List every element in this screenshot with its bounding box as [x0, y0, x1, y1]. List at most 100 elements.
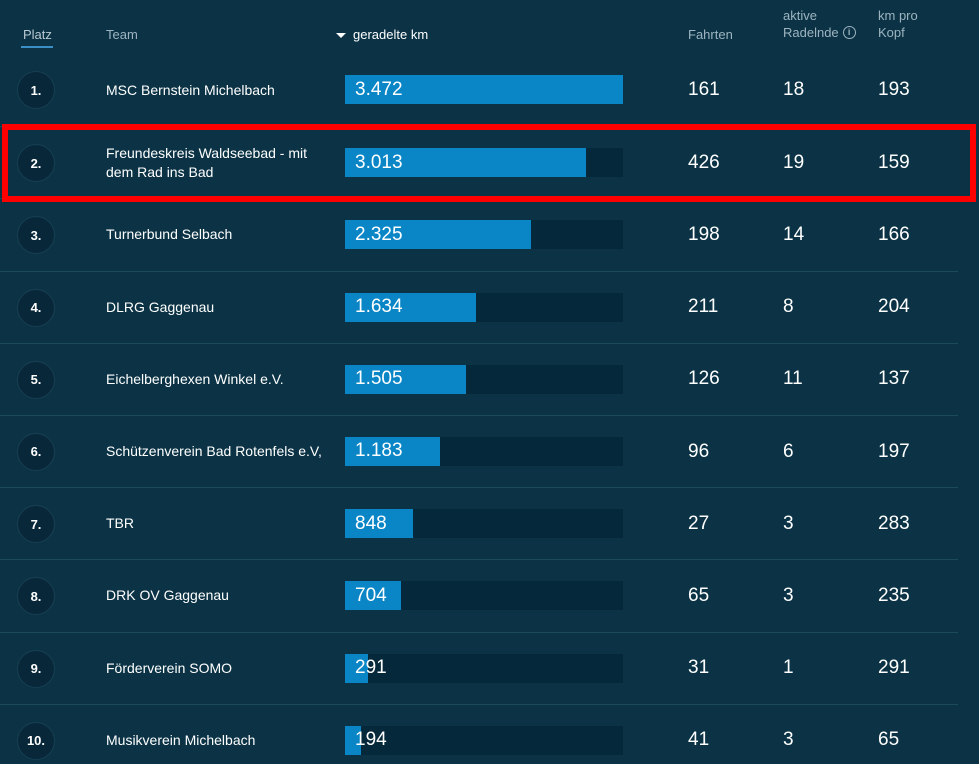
km-value: 2.325	[355, 223, 403, 245]
column-header-aktive-line2: Radelnde	[783, 25, 839, 40]
fahrten-value: 211	[688, 296, 719, 318]
sort-down-icon	[336, 33, 346, 38]
km-value: 291	[355, 657, 387, 678]
kmpro-value: 193	[878, 79, 910, 101]
km-bar-track: 704	[345, 581, 623, 611]
kmpro-value: 204	[878, 296, 910, 318]
km-bar-fill	[345, 581, 402, 611]
team-name: Musikverein Michelbach	[106, 731, 256, 748]
aktive-value: 3	[783, 512, 794, 534]
km-bar-fill	[345, 292, 476, 322]
column-header-km[interactable]: geradelte km	[336, 26, 428, 43]
km-bar-fill	[345, 725, 361, 755]
table-row[interactable]: 2. Freundeskreis Waldseebad - mit dem Ra…	[0, 126, 958, 198]
fahrten-value: 65	[688, 584, 710, 606]
table-row[interactable]: 8. DRK OV Gaggenau 704 65 3 235	[0, 559, 958, 631]
kmpro-value: 283	[878, 512, 910, 534]
fahrten-value: 31	[688, 657, 710, 679]
table-row[interactable]: 1. MSC Bernstein Michelbach 3.472 161 18…	[0, 54, 958, 126]
table-row[interactable]: 9. Förderverein SOMO 291 31 1 291	[0, 631, 958, 704]
km-bar-fill	[345, 220, 532, 250]
km-value: 3.472	[355, 78, 403, 100]
km-bar-track: 848	[345, 509, 623, 539]
fahrten-value: 41	[688, 729, 710, 751]
rank-badge: 4.	[17, 288, 55, 327]
team-name: TBR	[106, 515, 134, 532]
km-bar-fill	[345, 653, 369, 683]
km-value: 1.634	[355, 296, 403, 318]
rank-badge: 10.	[17, 721, 55, 760]
km-bar-track: 2.325	[345, 220, 623, 250]
kmpro-value: 159	[878, 151, 910, 173]
km-bar-track: 3.472	[345, 75, 623, 104]
aktive-value: 3	[783, 729, 794, 751]
aktive-value: 11	[783, 368, 803, 390]
column-header-kmpro-line1: km pro	[878, 8, 918, 23]
table-row[interactable]: 4. DLRG Gaggenau 1.634 211 8 204	[0, 270, 958, 343]
rank-badge: 7.	[17, 505, 55, 544]
km-value: 1.183	[355, 440, 403, 462]
aktive-value: 14	[783, 223, 805, 245]
team-name: MSC Bernstein Michelbach	[106, 81, 275, 98]
aktive-value: 18	[783, 79, 805, 101]
km-bar-track: 1.183	[345, 436, 623, 466]
aktive-value: 8	[783, 296, 794, 318]
table-row[interactable]: 7. TBR 848 27 3 283	[0, 487, 958, 559]
rank-badge: 6.	[17, 432, 55, 471]
km-bar-track: 194	[345, 725, 623, 755]
kmpro-value: 137	[878, 368, 910, 390]
team-name: DRK OV Gaggenau	[106, 587, 229, 604]
table-body: 1. MSC Bernstein Michelbach 3.472 161 18…	[0, 54, 979, 764]
km-value: 194	[355, 729, 387, 751]
km-bar-fill	[345, 148, 587, 178]
table-row[interactable]: 10. Musikverein Michelbach 194 41 3 65	[0, 703, 958, 764]
info-icon[interactable]: i	[842, 26, 856, 39]
fahrten-value: 198	[688, 223, 720, 245]
column-header-km-label: geradelte km	[353, 27, 429, 42]
kmpro-value: 235	[878, 584, 910, 606]
km-bar-fill	[345, 509, 413, 539]
column-header-platz[interactable]: Platz	[23, 27, 52, 42]
table-row[interactable]: 6. Schützenverein Bad Rotenfels e.V, 1.1…	[0, 414, 958, 487]
km-bar-track: 1.505	[345, 364, 623, 394]
column-header-team[interactable]: Team	[106, 27, 138, 42]
km-bar-track: 1.634	[345, 292, 623, 322]
aktive-value: 3	[783, 584, 794, 606]
kmpro-value: 166	[878, 223, 910, 245]
rank-badge: 3.	[17, 216, 55, 255]
team-name: Turnerbund Selbach	[106, 226, 233, 243]
km-bar-track: 291	[345, 653, 623, 683]
km-bar-fill	[345, 75, 623, 104]
aktive-value: 1	[783, 657, 794, 679]
fahrten-value: 161	[688, 79, 720, 101]
column-header-fahrten[interactable]: Fahrten	[688, 27, 733, 42]
kmpro-value: 65	[878, 729, 900, 751]
column-header-aktive[interactable]: aktive Radelnde i	[783, 7, 873, 41]
column-header-kmpro-line2: Kopf	[878, 25, 905, 40]
km-bar-fill	[345, 364, 466, 394]
table-header: Platz Team geradelte km Fahrten aktive R…	[0, 0, 979, 54]
fahrten-value: 426	[688, 151, 720, 173]
team-name: DLRG Gaggenau	[106, 298, 215, 315]
fahrten-value: 27	[688, 512, 710, 534]
rank-badge: 9.	[17, 649, 55, 688]
aktive-value: 6	[783, 440, 794, 462]
fahrten-value: 96	[688, 440, 710, 462]
km-value: 3.013	[355, 151, 403, 173]
column-header-aktive-line1: aktive	[783, 8, 817, 23]
kmpro-value: 197	[878, 440, 910, 462]
column-header-kmpro[interactable]: km pro Kopf	[878, 7, 948, 41]
table-row[interactable]: 5. Eichelberghexen Winkel e.V. 1.505 126…	[0, 342, 958, 415]
km-value: 848	[355, 512, 387, 534]
table-row[interactable]: 3. Turnerbund Selbach 2.325 198 14 166	[0, 198, 958, 270]
fahrten-value: 126	[688, 368, 720, 390]
rank-badge: 5.	[17, 360, 55, 399]
rank-badge: 1.	[17, 71, 55, 109]
team-name: Förderverein SOMO	[106, 659, 233, 676]
team-name: Eichelberghexen Winkel e.V.	[106, 370, 284, 387]
km-value: 1.505	[355, 368, 403, 390]
kmpro-value: 291	[878, 657, 910, 679]
rank-badge: 2.	[17, 144, 55, 183]
km-value: 704	[355, 584, 387, 606]
